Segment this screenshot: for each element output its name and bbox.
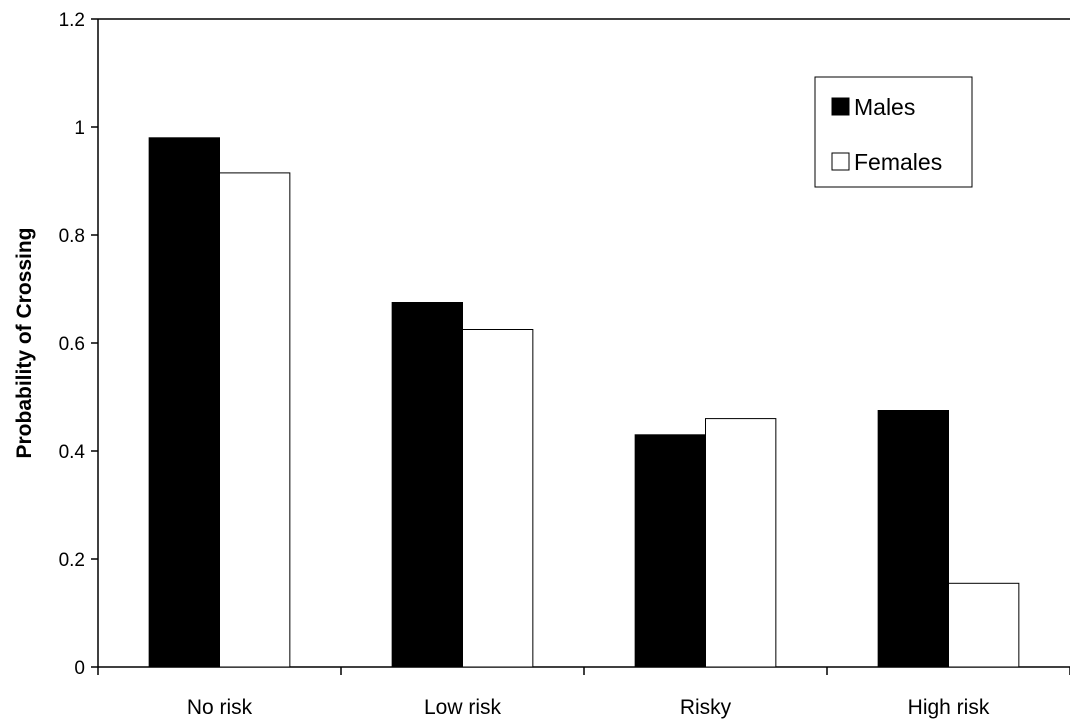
legend-swatch-males xyxy=(831,97,850,116)
x-category-label: Low risk xyxy=(424,696,502,719)
legend-label-males: Males xyxy=(854,94,915,120)
bar-females-risky xyxy=(705,418,777,668)
bar-males-no-risk xyxy=(148,137,221,668)
x-category-label: No risk xyxy=(187,696,253,719)
bars xyxy=(148,137,1020,668)
bar-males-risky xyxy=(634,434,706,668)
legend-label-females: Females xyxy=(854,149,942,175)
y-tick-label: 0.8 xyxy=(59,226,85,247)
legend-swatch-females xyxy=(831,152,850,171)
y-tick-label: 1.2 xyxy=(59,10,85,31)
y-tick-label: 0.4 xyxy=(59,442,86,463)
y-axis-ticks: 0 0.2 0.4 0.6 0.8 1 1.2 xyxy=(59,10,98,679)
bar-females-no-risk xyxy=(219,172,291,668)
bar-males-low-risk xyxy=(391,302,463,668)
bar-males-high-risk xyxy=(877,410,949,668)
bar-females-high-risk xyxy=(948,582,1020,668)
y-tick-label: 0.6 xyxy=(59,334,85,355)
legend: Males Females xyxy=(814,76,973,188)
x-category-label: High risk xyxy=(908,696,990,719)
y-tick-label: 0.2 xyxy=(59,550,85,571)
y-tick-label: 0 xyxy=(74,658,85,679)
y-axis-label: Probability of Crossing xyxy=(13,227,36,458)
x-axis-ticks: No risk Low risk Risky High risk xyxy=(97,667,1070,719)
x-category-label: Risky xyxy=(680,696,732,719)
bar-females-low-risk xyxy=(462,329,534,668)
y-tick-label: 1 xyxy=(74,118,85,139)
